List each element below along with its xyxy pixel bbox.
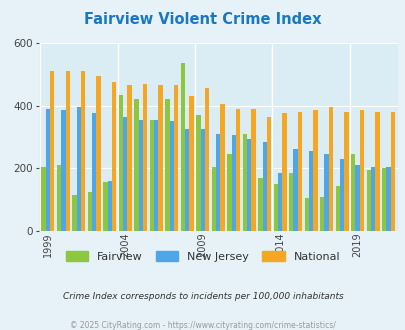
Bar [370, 167, 374, 231]
Text: © 2025 CityRating.com - https://www.cityrating.com/crime-statistics/: © 2025 CityRating.com - https://www.city… [70, 321, 335, 330]
Bar [390, 113, 394, 231]
Bar [366, 170, 370, 231]
Bar [72, 195, 77, 231]
Bar [320, 197, 324, 231]
Bar [92, 114, 96, 231]
Bar [227, 154, 231, 231]
Bar [288, 173, 293, 231]
Bar [211, 167, 215, 231]
Bar [381, 168, 386, 231]
Bar [87, 192, 92, 231]
Bar [266, 116, 271, 231]
Bar [359, 110, 363, 231]
Bar [205, 88, 209, 231]
Bar [313, 110, 317, 231]
Bar [65, 71, 70, 231]
Bar [343, 112, 348, 231]
Bar [61, 110, 65, 231]
Bar [354, 165, 359, 231]
Bar [374, 112, 379, 231]
Bar [281, 114, 286, 231]
Bar [180, 63, 185, 231]
Bar [107, 181, 112, 231]
Bar [308, 151, 313, 231]
Bar [154, 120, 158, 231]
Bar [273, 184, 277, 231]
Bar [242, 134, 246, 231]
Bar [386, 167, 390, 231]
Legend: Fairview, New Jersey, National: Fairview, New Jersey, National [61, 247, 344, 267]
Bar [81, 71, 85, 231]
Bar [200, 129, 205, 231]
Bar [220, 104, 224, 231]
Bar [189, 96, 193, 231]
Bar [169, 121, 173, 231]
Bar [262, 142, 266, 231]
Bar [215, 134, 220, 231]
Bar [119, 95, 123, 231]
Bar [328, 107, 333, 231]
Bar [173, 85, 178, 231]
Text: Fairview Violent Crime Index: Fairview Violent Crime Index [84, 12, 321, 26]
Bar [231, 135, 235, 231]
Bar [143, 84, 147, 231]
Bar [185, 129, 189, 231]
Bar [96, 76, 100, 231]
Bar [350, 154, 354, 231]
Bar [258, 178, 262, 231]
Bar [103, 182, 107, 231]
Bar [277, 173, 281, 231]
Text: Crime Index corresponds to incidents per 100,000 inhabitants: Crime Index corresponds to incidents per… [62, 292, 343, 301]
Bar [297, 112, 301, 231]
Bar [41, 167, 46, 231]
Bar [324, 154, 328, 231]
Bar [123, 116, 127, 231]
Bar [293, 149, 297, 231]
Bar [149, 120, 154, 231]
Bar [246, 139, 251, 231]
Bar [112, 82, 116, 231]
Bar [339, 159, 343, 231]
Bar [304, 198, 308, 231]
Bar [50, 71, 54, 231]
Bar [57, 165, 61, 231]
Bar [138, 120, 143, 231]
Bar [335, 185, 339, 231]
Bar [196, 115, 200, 231]
Bar [158, 85, 162, 231]
Bar [127, 85, 132, 231]
Bar [235, 109, 240, 231]
Bar [134, 99, 138, 231]
Bar [46, 109, 50, 231]
Bar [165, 99, 169, 231]
Bar [77, 107, 81, 231]
Bar [251, 109, 255, 231]
